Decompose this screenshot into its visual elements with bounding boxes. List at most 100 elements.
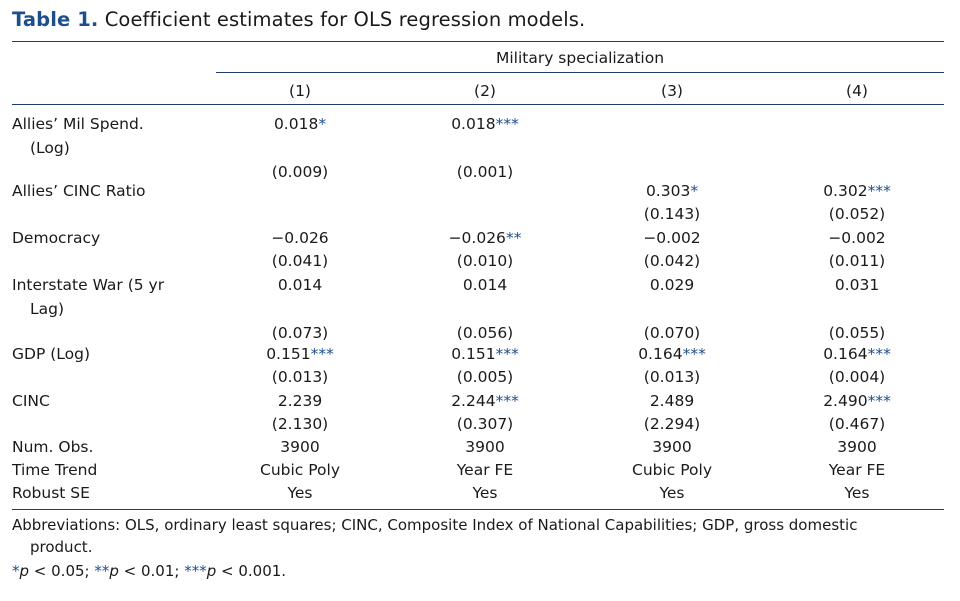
summary-cell: Cubic Poly — [260, 461, 340, 479]
summary-cell: Yes — [472, 484, 498, 502]
significance-threshold: p < 0.001. — [206, 562, 287, 580]
header-rule — [12, 104, 944, 105]
row-label-cont: Lag) — [30, 300, 65, 318]
coefficient-cell: 0.029 — [650, 274, 694, 296]
significance-stars: *** — [867, 182, 891, 200]
summary-cell: Cubic Poly — [632, 461, 712, 479]
standard-error-cell: (0.042) — [643, 252, 701, 270]
abbreviations-note-cont: product. — [30, 538, 93, 556]
standard-error-cell: (0.011) — [828, 252, 886, 270]
coefficient-value: −0.002 — [643, 229, 701, 247]
row-label: Allies’ CINC Ratio — [12, 182, 146, 200]
coefficient-cell: 2.489 — [650, 390, 694, 412]
significance-stars: *** — [310, 345, 334, 363]
coefficient-value: 0.029 — [649, 276, 695, 294]
significance-stars: ** — [505, 229, 522, 247]
significance-mark: ** — [94, 562, 110, 580]
standard-error-cell: (0.013) — [643, 368, 701, 386]
coefficient-cell: 0.303* — [646, 180, 698, 202]
significance-stars: *** — [867, 345, 891, 363]
significance-mark: *** — [184, 562, 207, 580]
bottom-rule — [12, 509, 944, 510]
coefficient-cell: 0.151*** — [266, 343, 334, 365]
coefficient-cell: −0.002 — [828, 227, 885, 249]
row-label: Allies’ Mil Spend. — [12, 115, 144, 133]
coefficient-value: 0.164 — [823, 345, 868, 363]
significance-note: *p < 0.05; **p < 0.01; ***p < 0.001. — [12, 560, 286, 582]
summary-cell: 3900 — [837, 438, 877, 456]
standard-error-cell: (0.009) — [271, 163, 329, 181]
standard-error-cell: (0.041) — [271, 252, 329, 270]
significance-stars: *** — [495, 392, 519, 410]
column-header-1: (1) — [289, 82, 311, 100]
coefficient-value: 0.164 — [638, 345, 683, 363]
coefficient-value: 0.014 — [277, 276, 323, 294]
coefficient-value: 0.303 — [645, 182, 691, 200]
coefficient-cell: 0.018*** — [451, 113, 519, 135]
significance-mark: * — [12, 562, 20, 580]
coefficient-value: −0.026 — [448, 229, 506, 247]
coefficient-value: 0.018 — [451, 115, 496, 133]
significance-stars: *** — [495, 115, 519, 133]
table-title: Coefficient estimates for OLS regression… — [104, 8, 586, 31]
standard-error-cell: (0.010) — [456, 252, 514, 270]
coefficient-cell: 2.239 — [278, 390, 322, 412]
table-caption: Table 1. Coefficient estimates for OLS r… — [12, 8, 585, 31]
coefficient-value: 0.018 — [273, 115, 319, 133]
summary-cell: 3900 — [652, 438, 692, 456]
summary-cell: Yes — [659, 484, 685, 502]
coefficient-value: −0.002 — [828, 229, 886, 247]
summary-cell: Yes — [844, 484, 870, 502]
coefficient-value: 0.151 — [451, 345, 496, 363]
summary-cell: Year FE — [828, 461, 886, 479]
significance-stars: *** — [495, 345, 519, 363]
standard-error-cell: (0.013) — [271, 368, 329, 386]
abbreviations-note: Abbreviations: OLS, ordinary least squar… — [12, 516, 858, 534]
standard-error-cell: (0.005) — [456, 368, 514, 386]
coefficient-cell: 0.014 — [278, 274, 322, 296]
column-spanner: Military specialization — [495, 49, 665, 67]
significance-threshold: p < 0.05; — [19, 562, 95, 580]
row-label-cont: (Log) — [30, 139, 70, 157]
row-label: Interstate War (5 yr — [12, 276, 165, 294]
standard-error-cell: (0.055) — [828, 324, 886, 342]
coefficient-value: 2.490 — [823, 392, 868, 410]
significance-stars: *** — [867, 392, 891, 410]
table-number: Table 1. — [12, 8, 99, 31]
standard-error-cell: (0.004) — [828, 368, 886, 386]
standard-error-cell: (0.070) — [643, 324, 701, 342]
standard-error-cell: (0.056) — [456, 324, 514, 342]
row-label: Democracy — [12, 229, 101, 247]
standard-error-cell: (0.001) — [456, 163, 514, 181]
standard-error-cell: (0.143) — [643, 205, 701, 223]
coefficient-value: −0.026 — [271, 229, 329, 247]
significance-stars: *** — [682, 345, 706, 363]
standard-error-cell: (2.294) — [643, 415, 701, 433]
spanner-rule — [216, 72, 944, 73]
summary-cell: Yes — [287, 484, 313, 502]
summary-label: Num. Obs. — [12, 438, 94, 456]
row-label: CINC — [12, 392, 50, 410]
significance-stars: * — [690, 182, 699, 200]
summary-label: Robust SE — [12, 484, 90, 502]
coefficient-value: 2.489 — [649, 392, 695, 410]
standard-error-cell: (0.052) — [828, 205, 886, 223]
summary-label: Time Trend — [12, 461, 98, 479]
coefficient-cell: −0.026 — [271, 227, 328, 249]
coefficient-cell: −0.026** — [449, 227, 522, 249]
coefficient-cell: 0.031 — [835, 274, 879, 296]
significance-stars: * — [318, 115, 327, 133]
column-header-2: (2) — [474, 82, 496, 100]
column-header-3: (3) — [661, 82, 683, 100]
coefficient-value: 0.302 — [823, 182, 868, 200]
coefficient-cell: 0.164*** — [638, 343, 706, 365]
coefficient-cell: 0.014 — [463, 274, 507, 296]
coefficient-value: 0.014 — [462, 276, 508, 294]
summary-cell: Year FE — [456, 461, 514, 479]
standard-error-cell: (0.307) — [456, 415, 514, 433]
summary-cell: 3900 — [465, 438, 505, 456]
standard-error-cell: (0.467) — [828, 415, 886, 433]
standard-error-cell: (0.073) — [271, 324, 329, 342]
top-rule — [12, 41, 944, 42]
coefficient-value: 0.151 — [266, 345, 311, 363]
